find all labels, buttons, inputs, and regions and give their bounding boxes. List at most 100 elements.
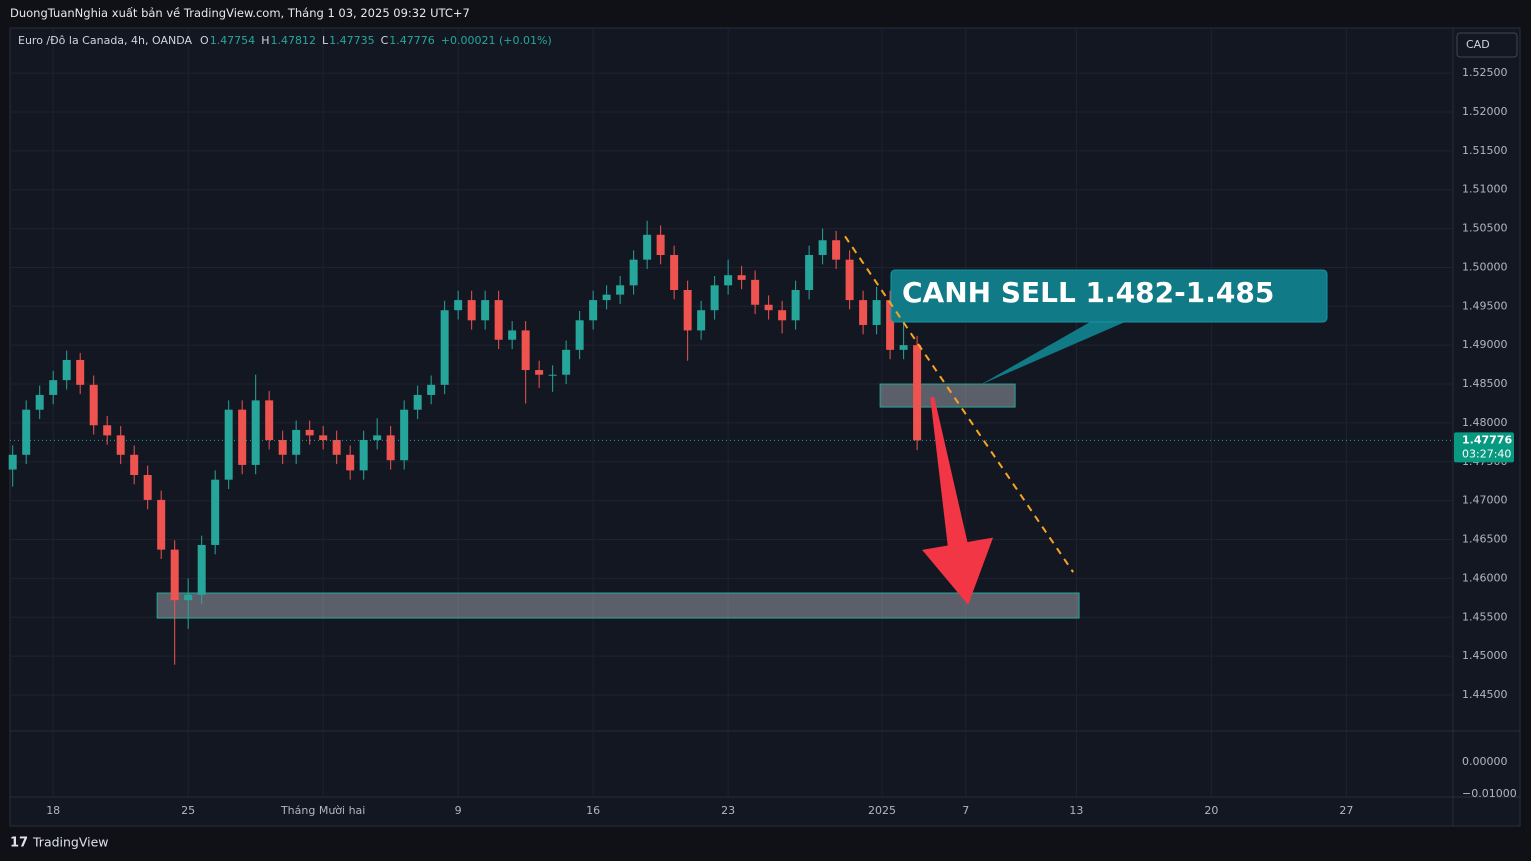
last-price-label: 1.47776	[1462, 433, 1512, 446]
y-tick-label: 1.46500	[1462, 533, 1508, 546]
ohlc-value: 1.47812	[270, 34, 316, 47]
y-tick-label: 0.00000	[1462, 755, 1508, 768]
candle-body	[562, 349, 571, 375]
ohlc-value: 1.47776	[389, 34, 435, 47]
candle-body	[400, 409, 409, 461]
x-tick-label: Tháng Mười hai	[280, 804, 365, 817]
candle-body	[872, 300, 881, 325]
candle-body	[184, 594, 193, 601]
y-tick-label: 1.50500	[1462, 222, 1508, 235]
callout-text: CANH SELL 1.482-1.485	[902, 276, 1274, 309]
currency-box	[1456, 32, 1518, 58]
y-tick-label: 1.51000	[1462, 183, 1508, 196]
candle-body	[8, 454, 17, 470]
candle-body	[508, 330, 517, 340]
candle-body	[332, 440, 341, 455]
candle-body	[373, 435, 382, 441]
candle-body	[76, 359, 85, 385]
x-tick-label: 13	[1069, 804, 1083, 817]
symbol: Euro /Đô la Canada, 4h, OANDA	[18, 34, 193, 47]
candle-body	[859, 300, 868, 325]
legend: Euro /Đô la Canada, 4h, OANDA O1.47754 H1.…	[18, 34, 558, 47]
candle-body	[62, 359, 71, 381]
candle-body	[818, 240, 827, 256]
candle-body	[697, 310, 706, 331]
footer-brand: TradingView	[32, 835, 109, 850]
y-tick-label: 1.44500	[1462, 688, 1508, 701]
change: +0.00021 (+0.01%)	[440, 34, 552, 47]
candle-body	[751, 279, 760, 305]
arrow	[922, 396, 994, 605]
candle-body	[656, 234, 665, 256]
candle-body	[683, 289, 692, 331]
x-tick-label: 9	[455, 804, 462, 817]
candle-body	[346, 454, 355, 471]
candle-body	[575, 320, 584, 350]
candle-body	[386, 435, 395, 461]
candle-body	[521, 330, 530, 371]
candle-body	[224, 409, 233, 480]
candle-body	[238, 409, 247, 465]
y-tick-label: 1.45500	[1462, 610, 1508, 623]
candle-body	[278, 440, 287, 455]
candle-body	[143, 475, 152, 500]
candle-body	[629, 259, 638, 286]
candle-body	[319, 435, 328, 441]
y-tick-label: 1.52000	[1462, 105, 1508, 118]
candle-body	[265, 400, 274, 441]
ohlc-key: O	[200, 34, 209, 47]
candle-body	[251, 400, 260, 465]
candle-body	[211, 479, 220, 545]
candle-body	[292, 429, 301, 455]
x-tick-label: 23	[721, 804, 735, 817]
y-tick-label: 1.49000	[1462, 338, 1508, 351]
ohlc-key: C	[380, 34, 389, 47]
currency-label: CAD	[1466, 38, 1490, 51]
marks	[8, 220, 1453, 665]
chart-frame	[9, 27, 1521, 827]
ohlc: O1.47754 H1.47812 L1.47735 C1.47776	[200, 34, 441, 47]
y-tick-label: 1.45000	[1462, 649, 1508, 662]
candle-body	[130, 454, 139, 476]
candle-body	[913, 345, 922, 441]
header: DuongTuanNghia xuất bản về TradingView.c…	[10, 6, 470, 20]
ohlc-key: H	[261, 34, 270, 47]
footer-logo: 𝟭𝟳	[10, 836, 28, 851]
callout-box	[890, 269, 1328, 323]
x-tick-label: 27	[1339, 804, 1353, 817]
x-tick-label: 2025	[868, 804, 896, 817]
candle-body	[778, 310, 787, 321]
candle-body	[35, 394, 44, 410]
candle-body	[886, 300, 895, 350]
ohlc-value: 1.47754	[209, 34, 256, 47]
y-tick-label: 1.50000	[1462, 260, 1508, 273]
y-tick-label: 1.48000	[1462, 416, 1508, 429]
ohlc-key: L	[321, 34, 329, 47]
x-tick-label: 25	[181, 804, 195, 817]
candle-body	[548, 374, 557, 376]
candle-body	[170, 549, 179, 601]
candle-body	[670, 255, 679, 290]
candle-body	[602, 294, 611, 301]
grid	[10, 28, 1453, 797]
y-tick-label: −0.01000	[1462, 787, 1517, 800]
candle-body	[49, 380, 58, 395]
candle-body	[899, 345, 908, 350]
y-tick-label: 1.46000	[1462, 571, 1508, 584]
candle-body	[764, 304, 773, 311]
y-tick-label: 1.49500	[1462, 299, 1508, 312]
candle-body	[413, 394, 422, 410]
candle-body	[116, 435, 125, 455]
candle-body	[440, 310, 449, 385]
candle-body	[737, 275, 746, 280]
candle-body	[805, 255, 814, 290]
candle-body	[724, 275, 733, 286]
candle-body	[157, 499, 166, 550]
countdown: 03:27:40	[1462, 447, 1511, 460]
candle-body	[454, 300, 463, 311]
candle-body	[710, 285, 719, 311]
candle-body	[22, 409, 31, 455]
overlay	[844, 235, 1074, 605]
